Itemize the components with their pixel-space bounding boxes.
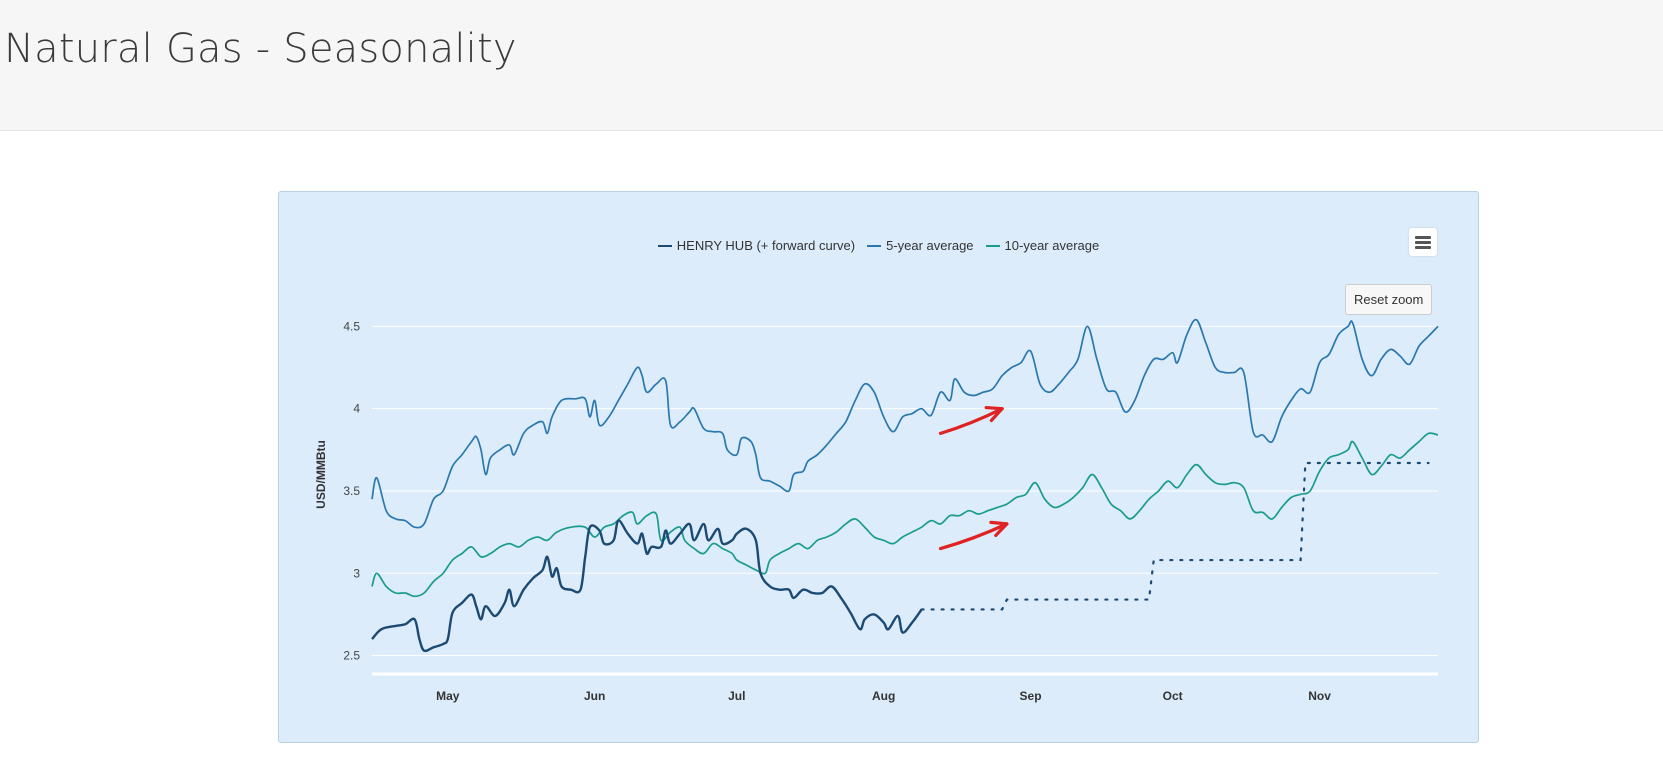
y-axis-label: USD/MMBtu <box>314 440 328 509</box>
reset-zoom-button[interactable]: Reset zoom <box>1345 284 1433 315</box>
annotation-arrow-head <box>989 520 1009 538</box>
legend-item-henry_hub[interactable]: HENRY HUB (+ forward curve) <box>657 238 856 253</box>
legend-item-five_year[interactable]: 5-year average <box>867 238 974 253</box>
chart-container[interactable]: 2.5 3 3.5 4 4.5 May Jun Jul Aug Sep Oct Nov USD/MMBt… <box>278 191 1479 743</box>
chart-legend: HENRY HUB (+ forward curve) 5-year averag… <box>279 238 1478 253</box>
x-tick-label: Sep <box>1020 689 1042 703</box>
x-tick-label: Jul <box>728 689 745 703</box>
y-tick-label: 3.5 <box>343 484 360 498</box>
legend-swatch <box>867 244 882 247</box>
page-title: Natural Gas - Seasonality <box>4 26 517 72</box>
x-tick-label: Aug <box>872 689 895 703</box>
series-line-five_year <box>371 318 1439 529</box>
legend-label: 10-year average <box>1004 238 1100 253</box>
y-tick-label: 4 <box>353 402 360 416</box>
y-tick-label: 2.5 <box>343 649 360 663</box>
legend-label: HENRY HUB (+ forward curve) <box>676 238 856 253</box>
x-tick-label: May <box>436 689 460 703</box>
annotation-arrow-shaft <box>938 407 1004 435</box>
series-line-henry_hub-forward <box>920 461 1430 611</box>
series-line-ten_year <box>371 432 1439 598</box>
annotation-arrow <box>938 405 1004 435</box>
legend-label: 5-year average <box>886 238 974 253</box>
x-tick-label: Nov <box>1308 689 1331 703</box>
series-line-henry_hub <box>371 519 923 653</box>
annotation-arrow <box>938 520 1009 551</box>
page-header: Natural Gas - Seasonality <box>0 0 1663 131</box>
y-tick-label: 3 <box>353 566 360 580</box>
annotation-arrow-shaft <box>938 522 1009 551</box>
seasonality-chart[interactable]: 2.5 3 3.5 4 4.5 May Jun Jul Aug Sep Oct Nov USD/MMBt… <box>279 192 1478 742</box>
annotation-arrow-head <box>984 405 1004 423</box>
y-tick-label: 4.5 <box>343 319 360 333</box>
legend-item-ten_year[interactable]: 10-year average <box>985 238 1100 253</box>
legend-swatch <box>657 244 672 247</box>
legend-swatch <box>985 244 1000 247</box>
x-tick-label: Jun <box>584 689 605 703</box>
x-tick-label: Oct <box>1163 689 1183 703</box>
hamburger-menu-icon[interactable] <box>1409 228 1437 256</box>
